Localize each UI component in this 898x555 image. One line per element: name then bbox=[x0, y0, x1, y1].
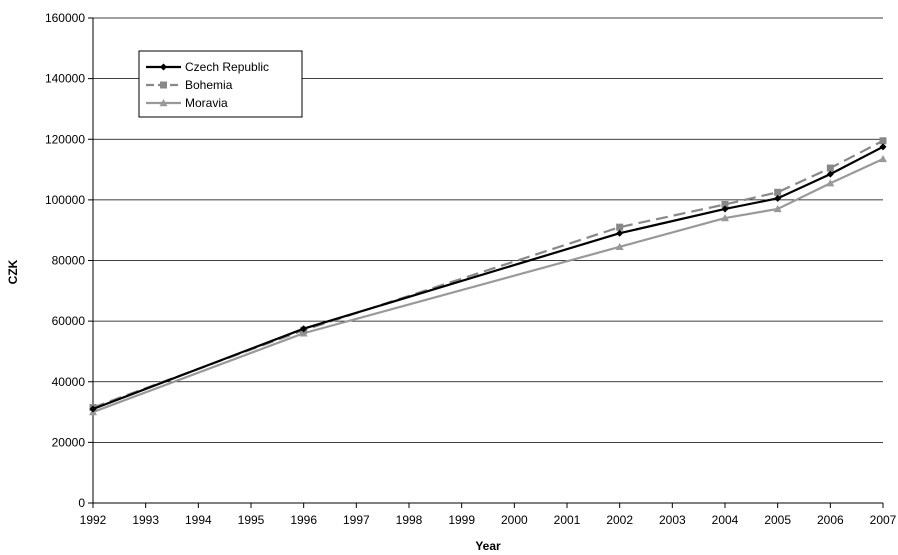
y-tick-label: 20000 bbox=[52, 435, 86, 449]
x-tick-label: 1998 bbox=[396, 513, 423, 527]
x-tick-label: 2000 bbox=[501, 513, 528, 527]
x-tick-label: 1997 bbox=[343, 513, 370, 527]
y-tick-label: 120000 bbox=[45, 132, 85, 146]
data-point-czech-republic bbox=[774, 194, 782, 202]
data-point-czech-republic bbox=[616, 229, 624, 237]
data-point-czech-republic bbox=[879, 143, 887, 151]
y-tick-label: 60000 bbox=[52, 314, 86, 328]
data-point-moravia bbox=[615, 242, 624, 251]
axes: 0 20000 40000 60000 80000 100000 120000 140000 1… bbox=[45, 11, 897, 527]
legend-label-moravia: Moravia bbox=[185, 96, 228, 110]
x-tick-label: 1996 bbox=[290, 513, 317, 527]
data-point-moravia bbox=[773, 204, 782, 213]
x-tick-label: 1994 bbox=[185, 513, 212, 527]
y-tick-label: 100000 bbox=[45, 193, 85, 207]
x-tick-label: 1999 bbox=[448, 513, 475, 527]
legend-marker-czech-republic bbox=[160, 63, 167, 71]
data-point-moravia bbox=[721, 214, 729, 222]
y-tick-label: 160000 bbox=[45, 11, 85, 25]
data-point-czech-republic bbox=[300, 325, 308, 333]
data-point-bohemia bbox=[774, 188, 782, 196]
data-point-czech-republic bbox=[89, 405, 97, 413]
x-tick-label: 2007 bbox=[870, 513, 897, 527]
y-tick-label: 80000 bbox=[52, 254, 86, 268]
legend: Czech Republic Bohemia Moravia bbox=[138, 50, 303, 118]
x-tick-label: 2001 bbox=[554, 513, 581, 527]
data-point-bohemia bbox=[616, 223, 624, 231]
series-czech-republic bbox=[89, 143, 887, 413]
x-tick-label: 2005 bbox=[764, 513, 791, 527]
data-point-czech-republic bbox=[721, 205, 729, 213]
data-point-bohemia bbox=[826, 164, 834, 172]
data-point-bohemia bbox=[879, 137, 887, 145]
y-tick-label: 0 bbox=[78, 496, 85, 510]
data-point-moravia bbox=[879, 154, 887, 163]
x-tick-label: 2006 bbox=[817, 513, 844, 527]
y-tick-label: 140000 bbox=[45, 72, 85, 86]
x-tick-label: 2003 bbox=[659, 513, 686, 527]
data-point-bohemia bbox=[721, 200, 729, 208]
data-point-czech-republic bbox=[826, 170, 834, 178]
legend-marker-bohemia bbox=[160, 81, 167, 89]
x-tick-label: 2004 bbox=[712, 513, 739, 527]
legend-label-bohemia: Bohemia bbox=[185, 78, 233, 92]
x-tick-label: 1992 bbox=[80, 513, 107, 527]
y-axis-title: CZK bbox=[6, 259, 20, 284]
series-group bbox=[89, 137, 887, 416]
x-axis-title: Year bbox=[475, 539, 501, 553]
y-tick-label: 40000 bbox=[52, 375, 86, 389]
x-tick-label: 1993 bbox=[132, 513, 159, 527]
x-tick-label: 1995 bbox=[238, 513, 265, 527]
series-line-moravia bbox=[92, 157, 884, 414]
legend-label-czech-republic: Czech Republic bbox=[185, 60, 269, 74]
x-tick-label: 2002 bbox=[606, 513, 633, 527]
data-point-moravia bbox=[826, 179, 835, 187]
series-line-czech-republic bbox=[92, 145, 884, 411]
legend-marker-moravia bbox=[159, 99, 168, 107]
